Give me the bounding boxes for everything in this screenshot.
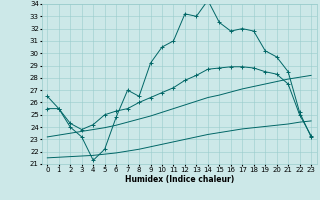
X-axis label: Humidex (Indice chaleur): Humidex (Indice chaleur): [124, 175, 234, 184]
